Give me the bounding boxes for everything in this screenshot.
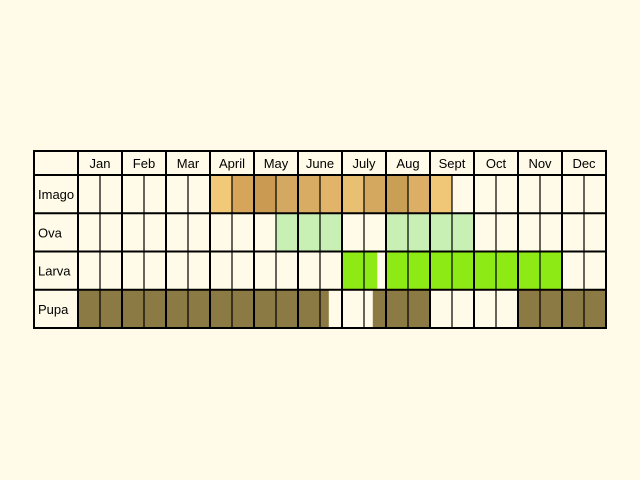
row-label-larva: Larva <box>38 264 71 279</box>
month-label-oct: Oct <box>486 156 507 171</box>
month-label-april: April <box>219 156 245 171</box>
segment-imago-4 <box>298 175 320 214</box>
segment-ova-0 <box>276 213 342 252</box>
month-label-july: July <box>352 156 376 171</box>
month-label-dec: Dec <box>572 156 596 171</box>
month-label-may: May <box>264 156 289 171</box>
segment-imago-7 <box>364 175 386 214</box>
segment-imago-5 <box>320 175 342 214</box>
segment-larva-0 <box>342 251 378 290</box>
segment-imago-9 <box>408 175 430 214</box>
segment-imago-10 <box>430 175 452 214</box>
row-label-ova: Ova <box>38 225 63 240</box>
segment-imago-8 <box>386 175 408 214</box>
month-label-feb: Feb <box>133 156 155 171</box>
segment-imago-6 <box>342 175 364 214</box>
month-label-june: June <box>306 156 334 171</box>
month-label-jan: Jan <box>90 156 111 171</box>
month-label-sept: Sept <box>439 156 466 171</box>
segment-pupa-0 <box>78 289 329 328</box>
month-label-mar: Mar <box>177 156 200 171</box>
segment-imago-0 <box>210 175 232 214</box>
segment-pupa-1 <box>372 289 430 328</box>
row-label-pupa: Pupa <box>38 302 69 317</box>
table-border <box>33 150 607 329</box>
month-label-nov: Nov <box>528 156 552 171</box>
row-label-imago: Imago <box>38 187 74 202</box>
month-label-aug: Aug <box>396 156 419 171</box>
segment-imago-1 <box>232 175 254 214</box>
segment-imago-3 <box>276 175 298 214</box>
segment-imago-2 <box>254 175 276 214</box>
